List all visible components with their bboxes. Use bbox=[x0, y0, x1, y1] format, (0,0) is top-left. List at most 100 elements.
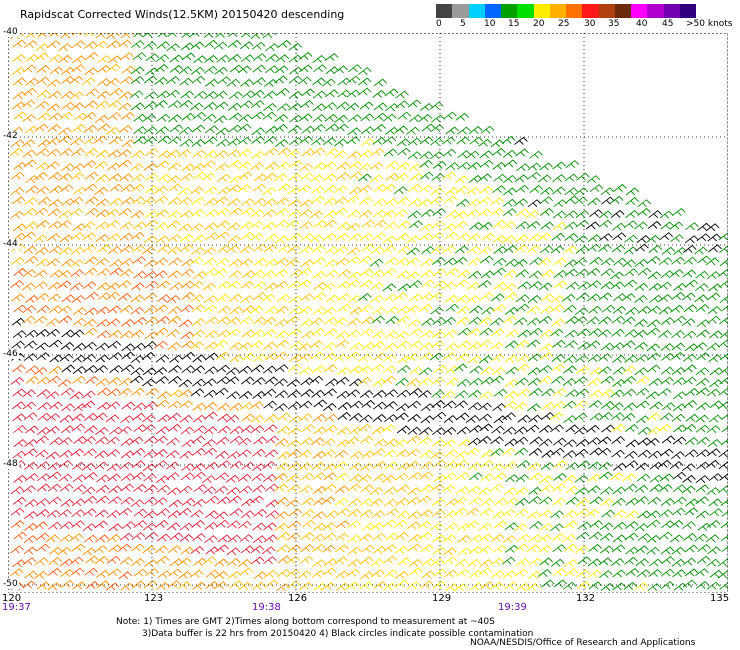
wind-barb bbox=[432, 208, 447, 216]
wind-barb bbox=[84, 171, 99, 180]
wind-barb bbox=[239, 567, 254, 576]
wind-barb bbox=[47, 471, 62, 480]
wind-barb bbox=[154, 76, 168, 85]
wind-barb bbox=[180, 268, 195, 277]
wind-barb bbox=[157, 244, 171, 253]
wind-barb bbox=[660, 497, 675, 506]
wind-barb bbox=[625, 521, 639, 529]
wind-barb bbox=[658, 281, 672, 290]
wind-barb bbox=[120, 258, 134, 267]
wind-barb bbox=[383, 544, 397, 553]
wind-barb bbox=[706, 271, 721, 280]
legend-label: 15 bbox=[508, 19, 520, 29]
wind-barb bbox=[204, 535, 218, 544]
wind-barb bbox=[133, 270, 147, 279]
wind-barb bbox=[454, 220, 468, 229]
wind-barb bbox=[406, 497, 421, 505]
wind-barb bbox=[241, 352, 256, 361]
wind-barb bbox=[515, 208, 530, 217]
wind-barb bbox=[466, 186, 480, 195]
wind-barb bbox=[85, 580, 100, 589]
wind-barb bbox=[263, 103, 277, 111]
wind-barb bbox=[108, 55, 122, 64]
wind-barb bbox=[539, 475, 553, 484]
legend-swatch bbox=[679, 4, 696, 18]
wind-barb bbox=[216, 293, 230, 302]
wind-barb bbox=[252, 377, 266, 385]
wind-barb bbox=[371, 510, 385, 519]
wind-barb bbox=[61, 258, 75, 267]
wind-barb bbox=[265, 510, 280, 519]
wind-barb bbox=[274, 523, 289, 531]
wind-barb bbox=[540, 293, 555, 302]
wind-barb bbox=[346, 222, 361, 231]
wind-barb bbox=[36, 581, 51, 590]
wind-barb bbox=[34, 571, 48, 579]
wind-barb bbox=[264, 161, 279, 170]
wind-barb bbox=[143, 41, 157, 50]
wind-barb bbox=[253, 508, 267, 517]
wind-barb bbox=[263, 341, 277, 350]
wind-barb bbox=[671, 342, 686, 351]
wind-barb bbox=[636, 569, 651, 578]
wind-barb bbox=[299, 366, 313, 375]
wind-barb bbox=[265, 65, 279, 74]
wind-barb bbox=[82, 232, 97, 241]
wind-barb bbox=[671, 256, 685, 265]
wind-barb bbox=[60, 341, 75, 350]
legend-color-bar bbox=[436, 4, 696, 18]
wind-barb bbox=[684, 279, 699, 288]
wind-barb bbox=[372, 89, 386, 98]
wind-barb bbox=[154, 460, 168, 469]
wind-barb bbox=[551, 533, 566, 541]
wind-barb bbox=[589, 389, 603, 398]
wind-barb bbox=[157, 150, 172, 159]
wind-barb bbox=[574, 400, 588, 409]
wind-barb bbox=[348, 64, 362, 73]
wind-barb bbox=[144, 91, 159, 100]
wind-barb bbox=[469, 377, 483, 386]
wind-barb bbox=[72, 484, 87, 493]
wind-barb bbox=[300, 388, 315, 397]
wind-barb bbox=[96, 268, 111, 277]
wind-barb bbox=[637, 449, 652, 458]
wind-barb bbox=[721, 511, 728, 517]
wind-barb bbox=[274, 123, 288, 132]
wind-barb bbox=[311, 185, 325, 194]
wind-barb bbox=[708, 354, 722, 363]
wind-barb bbox=[189, 569, 204, 578]
wind-barb bbox=[613, 257, 627, 266]
wind-barb bbox=[358, 365, 372, 374]
wind-barb bbox=[179, 450, 193, 459]
wind-barb bbox=[24, 40, 38, 49]
wind-barb bbox=[276, 87, 290, 96]
wind-barb bbox=[661, 556, 675, 564]
wind-barb bbox=[695, 424, 710, 433]
wind-barb bbox=[454, 400, 469, 409]
wind-barb bbox=[216, 496, 231, 505]
wind-barb bbox=[347, 209, 361, 218]
wind-barb bbox=[121, 196, 135, 205]
wind-barb bbox=[179, 414, 194, 423]
wind-barb bbox=[382, 375, 397, 384]
wind-barb bbox=[493, 497, 508, 506]
wind-barb bbox=[181, 52, 196, 61]
wind-barb bbox=[71, 33, 82, 36]
wind-barb bbox=[586, 340, 601, 349]
wind-barb bbox=[203, 426, 218, 435]
wind-barb bbox=[59, 184, 74, 193]
wind-barb bbox=[9, 148, 24, 156]
wind-barb bbox=[478, 316, 493, 325]
wind-barb bbox=[660, 221, 675, 230]
wind-barb bbox=[178, 126, 193, 135]
wind-barb bbox=[529, 387, 543, 396]
wind-barb bbox=[45, 318, 60, 327]
wind-barb bbox=[289, 114, 303, 123]
wind-barb bbox=[288, 232, 303, 241]
wind-barb bbox=[469, 534, 483, 543]
wind-barb bbox=[646, 255, 661, 264]
wind-barb bbox=[36, 76, 50, 85]
wind-barb bbox=[144, 316, 159, 325]
wind-barb bbox=[97, 244, 112, 253]
wind-barb bbox=[611, 449, 625, 458]
